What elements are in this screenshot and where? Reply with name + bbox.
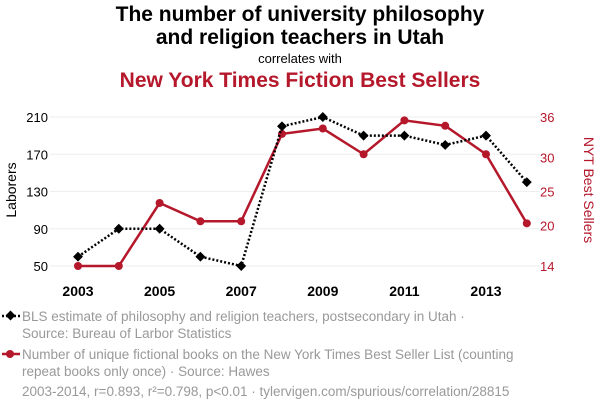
data-point-bestsellers: [237, 217, 246, 226]
legend-bestsellers-line2: repeat books only once) · Source: Hawes: [22, 364, 270, 379]
x-axis-ticks: 2003 2005 2007 2009 2011 2013: [62, 283, 501, 299]
right-tick-label: 36: [540, 110, 554, 125]
right-tick-label: 20: [540, 218, 554, 233]
left-axis-ticks: 50 90 130 170 210: [26, 110, 48, 274]
data-point-bestsellers: [482, 150, 490, 159]
data-point-bestsellers: [155, 199, 164, 208]
left-tick-label: 50: [34, 259, 48, 274]
left-tick-label: 210: [26, 110, 48, 125]
correlates-label: correlates with: [258, 51, 342, 66]
data-point-teachers: [521, 177, 532, 188]
data-point-teachers: [399, 130, 410, 141]
data-point-teachers: [195, 251, 206, 262]
data-point-teachers: [317, 112, 328, 122]
data-point-bestsellers: [318, 124, 327, 133]
data-point-bestsellers: [522, 219, 531, 228]
series-nyt-best-sellers: [74, 116, 531, 270]
right-tick-label: 25: [540, 185, 554, 200]
chart-title-line1: The number of university philosophy: [115, 3, 485, 26]
right-axis-ticks: 14 20 25 30 36: [540, 110, 554, 274]
x-tick-label: 2013: [470, 283, 501, 299]
x-tick-label: 2005: [144, 283, 175, 299]
grid-lines: [50, 116, 540, 267]
legend-symbol-dotted-diamond: [2, 310, 20, 321]
left-axis-label: Laborers: [3, 162, 19, 217]
data-point-bestsellers: [400, 116, 409, 125]
left-tick-label: 130: [26, 185, 48, 200]
legend-symbol-solid-circle: [2, 350, 20, 358]
x-tick-label: 2011: [389, 283, 420, 299]
data-point-teachers: [236, 261, 247, 271]
x-tick-label: 2003: [62, 283, 93, 299]
series-line-bestsellers: [78, 119, 528, 268]
x-tick-label: 2009: [307, 283, 338, 299]
footer-stats: 2003-2014, r=0.893, r²=0.798, p<0.01 · t…: [22, 384, 510, 399]
data-point-teachers: [113, 223, 124, 234]
data-point-teachers: [277, 121, 287, 132]
data-point-bestsellers: [74, 262, 82, 270]
right-tick-label: 30: [540, 151, 554, 166]
x-tick-label: 2007: [226, 283, 257, 299]
data-point-bestsellers: [196, 217, 205, 226]
legend-teachers-line1: BLS estimate of philosophy and religion …: [22, 309, 465, 324]
data-point-teachers: [440, 139, 451, 150]
left-tick-label: 90: [34, 222, 48, 237]
left-tick-label: 170: [26, 147, 48, 162]
data-point-bestsellers: [359, 150, 368, 159]
data-point-teachers: [358, 130, 369, 141]
data-point-bestsellers: [441, 121, 450, 130]
right-tick-label: 14: [540, 259, 554, 274]
data-point-bestsellers: [114, 262, 123, 270]
chart-title-line2: and religion teachers in Utah: [155, 26, 445, 49]
series2-title: New York Times Fiction Best Sellers: [119, 69, 481, 92]
legend-bestsellers-line1: Number of unique fictional books on the …: [22, 347, 514, 362]
right-axis-label: NYT Best Sellers: [581, 137, 597, 243]
data-point-teachers: [481, 130, 491, 141]
legend-teachers-line2: Source: Bureau of Larbor Statistics: [22, 326, 232, 341]
data-point-teachers: [154, 223, 165, 234]
